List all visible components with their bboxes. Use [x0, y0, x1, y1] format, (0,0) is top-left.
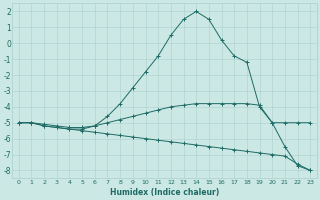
X-axis label: Humidex (Indice chaleur): Humidex (Indice chaleur) — [110, 188, 219, 197]
